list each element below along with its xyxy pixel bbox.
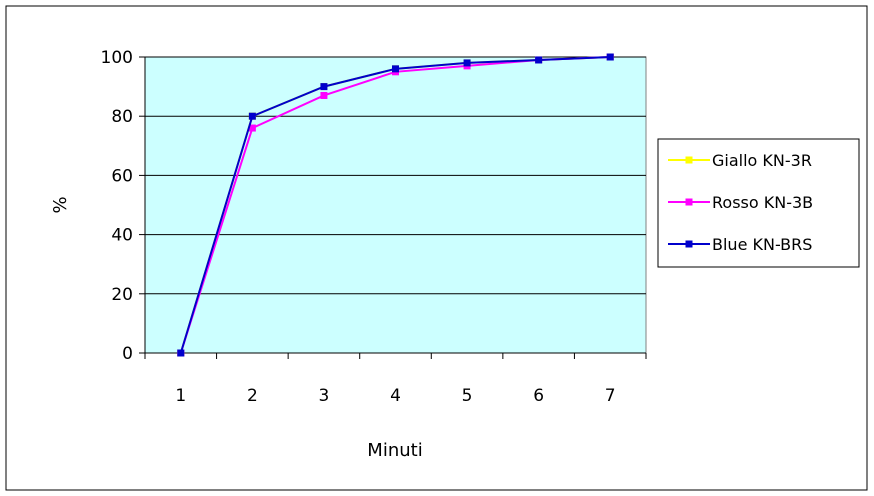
x-tick-label: 6 — [533, 386, 544, 406]
x-axis: 1 2 3 4 5 6 7 — [144, 352, 647, 406]
legend-marker — [685, 240, 693, 248]
x-tick-label: 3 — [319, 386, 330, 406]
legend-marker — [685, 156, 693, 164]
data-point — [248, 112, 256, 120]
series-3 — [177, 53, 614, 357]
data-point — [177, 349, 185, 357]
legend-item: Giallo KN-3R — [668, 151, 812, 170]
y-tick-label: 100 — [101, 48, 133, 68]
x-tick-label: 2 — [247, 386, 258, 406]
x-tick-label: 4 — [390, 386, 401, 406]
grid-lines — [145, 56, 646, 295]
x-axis-label: Minuti — [367, 440, 422, 461]
legend-item: Rosso KN-3B — [668, 193, 813, 212]
x-tick-label: 7 — [605, 386, 616, 406]
data-point — [392, 65, 399, 73]
x-tick-label: 1 — [175, 386, 186, 406]
legend-label: Rosso KN-3B — [712, 193, 813, 212]
y-tick-label: 20 — [111, 285, 133, 305]
data-point — [248, 124, 256, 132]
data-point — [320, 91, 328, 99]
data-point — [463, 59, 471, 67]
series-layer — [177, 53, 614, 357]
legend: Giallo KN-3R Rosso KN-3B Blue KN-BRS — [657, 138, 860, 268]
y-tick-label: 80 — [111, 107, 133, 127]
data-point — [606, 53, 614, 61]
y-tick-label: 60 — [111, 166, 133, 186]
y-tick-label: 40 — [111, 226, 133, 246]
plot-area — [144, 56, 647, 354]
data-point — [535, 56, 543, 64]
legend-label: Blue KN-BRS — [712, 235, 812, 254]
y-tick-label: 0 — [122, 344, 133, 364]
x-tick-label: 5 — [462, 386, 473, 406]
y-axis: 0 20 40 60 80 100 — [101, 48, 146, 364]
data-point — [320, 83, 328, 91]
legend-marker — [685, 198, 693, 206]
y-axis-label: % — [50, 196, 71, 213]
legend-item: Blue KN-BRS — [668, 235, 812, 254]
legend-label: Giallo KN-3R — [712, 151, 812, 170]
